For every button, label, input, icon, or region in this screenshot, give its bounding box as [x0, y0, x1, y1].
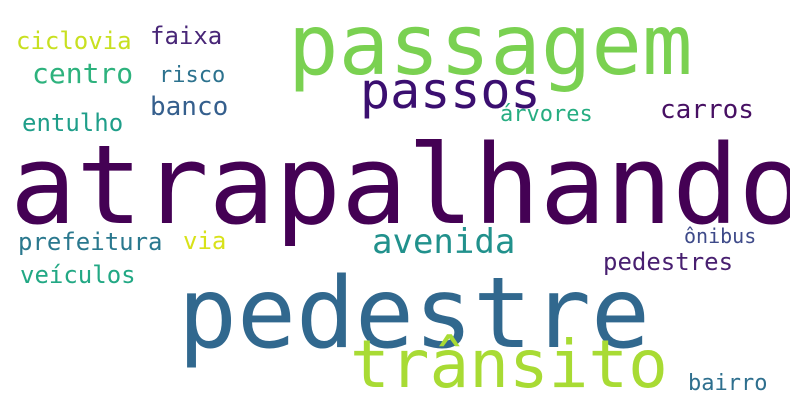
- word-banco: banco: [150, 92, 229, 122]
- word-passagem: passagem: [288, 0, 693, 94]
- word-ciclovia: ciclovia: [16, 27, 132, 55]
- word-passos: passos: [360, 62, 541, 120]
- word-bairro: bairro: [688, 371, 768, 396]
- word-avenida: avenida: [372, 222, 516, 262]
- word-pedestre: pedestre: [178, 257, 651, 371]
- word-risco: risco: [159, 63, 226, 88]
- word-onibus: ônibus: [684, 224, 757, 248]
- word-entulho: entulho: [22, 109, 124, 137]
- word-carros: carros: [660, 95, 754, 125]
- word-via: via: [183, 227, 227, 255]
- word-transito: trânsito: [350, 326, 668, 403]
- word-prefeitura: prefeitura: [18, 228, 163, 256]
- word-veiculos: veículos: [20, 261, 136, 289]
- word-faixa: faixa: [150, 22, 223, 50]
- word-pedestres: pedestres: [603, 248, 734, 276]
- word-atrapalhando: atrapalhando: [10, 121, 790, 249]
- word-centro: centro: [32, 57, 134, 90]
- word-arvores: árvores: [500, 102, 593, 127]
